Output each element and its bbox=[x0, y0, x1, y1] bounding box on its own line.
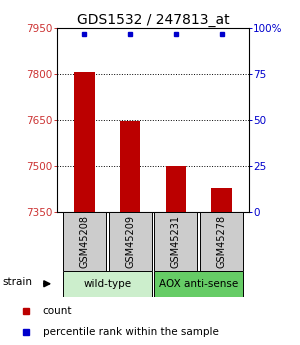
Text: GSM45231: GSM45231 bbox=[171, 215, 181, 268]
Bar bbox=[154, 212, 197, 271]
Bar bbox=[63, 212, 106, 271]
Bar bbox=[120, 120, 140, 212]
Bar bbox=[211, 188, 232, 212]
Text: GSM45278: GSM45278 bbox=[217, 215, 226, 268]
Text: percentile rank within the sample: percentile rank within the sample bbox=[43, 327, 218, 337]
Title: GDS1532 / 247813_at: GDS1532 / 247813_at bbox=[77, 12, 229, 27]
Text: AOX anti-sense: AOX anti-sense bbox=[159, 279, 238, 289]
Text: wild-type: wild-type bbox=[83, 279, 131, 289]
Bar bbox=[200, 212, 243, 271]
Bar bbox=[63, 271, 152, 297]
Bar bbox=[109, 212, 152, 271]
Text: GSM45208: GSM45208 bbox=[80, 215, 89, 268]
Text: count: count bbox=[43, 306, 72, 316]
Text: GSM45209: GSM45209 bbox=[125, 215, 135, 268]
Bar bbox=[74, 72, 95, 212]
Text: strain: strain bbox=[3, 277, 33, 287]
Bar bbox=[154, 271, 243, 297]
Bar bbox=[166, 166, 186, 212]
